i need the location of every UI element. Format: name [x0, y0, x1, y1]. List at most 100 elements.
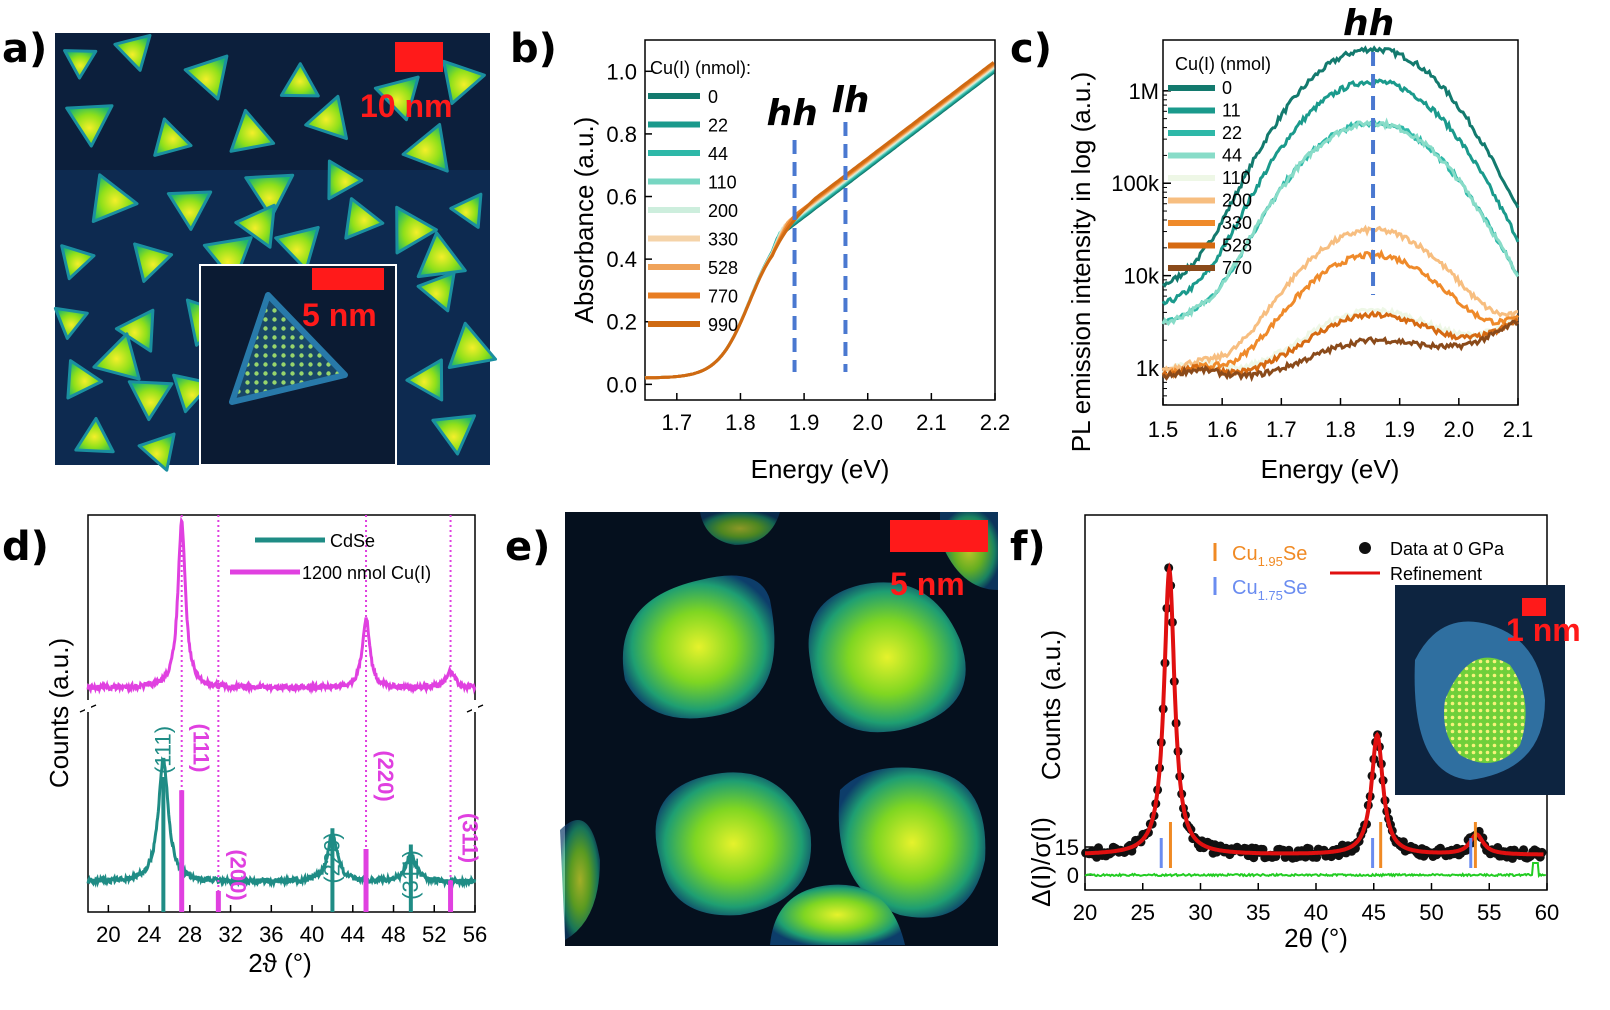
x-tick-label-b: 2.2 — [980, 410, 1011, 435]
x-tick-label-d: 32 — [218, 922, 242, 947]
ylabel-d: Counts (a.u.) — [44, 638, 74, 788]
legend-label-cdse: CdSe — [330, 531, 375, 551]
hkl-label-cu: (220) — [373, 750, 398, 801]
hkl-label-cu: (200) — [225, 849, 250, 900]
nanocrystal-triangle — [244, 173, 295, 219]
y-tick-label-c: 100k — [1111, 171, 1160, 196]
chart-f-content: 20 25 30 35 40 45 50 55 60015Cu1.95SeCu1.75SeDat… — [1055, 539, 1560, 925]
panel-a-label: a) — [2, 26, 47, 72]
legend-label-c: 770 — [1222, 258, 1252, 278]
panel-f-label: f) — [1010, 524, 1046, 570]
ylabel-b: Absorbance (a.u.) — [569, 117, 599, 324]
plot-frame-b — [644, 39, 996, 401]
legend-label-c: 330 — [1222, 213, 1252, 233]
nanocrystal-triangle — [65, 104, 114, 148]
y-tick-label-f: 15 — [1055, 835, 1079, 860]
nanocrystal-triangle — [431, 414, 476, 456]
x-tick-label-f: 30 — [1188, 900, 1212, 925]
chart-b-content: 1.7 1.8 1.9 2.0 2.1 2.2 0.0 0.2 0.4 0.6 0.8 1.0 hh lh… — [606, 59, 1010, 435]
x-tick-label-f: 50 — [1419, 900, 1443, 925]
legend-label-b: 22 — [708, 116, 728, 136]
ylabel-c: PL emission intensity in log (a.u.) — [1066, 72, 1096, 453]
plot-frame-c — [1162, 39, 1519, 406]
phase-suffix: Se — [1283, 577, 1307, 599]
annotation-c: hh — [1343, 3, 1394, 44]
nanocrystal-triangle — [234, 203, 276, 249]
phase-element: Cu — [1232, 577, 1258, 599]
nanocrystal-triangle — [229, 108, 276, 153]
nanocrystal-triangle — [137, 432, 176, 472]
panel-d-label: d) — [2, 524, 49, 570]
nanocrystal-triangle — [447, 321, 497, 369]
y-tick-label-f: 0 — [1067, 863, 1079, 888]
y-tick-label-c: 1k — [1136, 356, 1160, 381]
y-tick-label-c: 10k — [1124, 264, 1160, 289]
data-point-f — [1312, 852, 1322, 862]
x-tick-label-f: 20 — [1073, 900, 1097, 925]
legend-label-phase: Cu1.75Se — [1232, 577, 1307, 603]
nanocrystal-triangle — [153, 117, 193, 157]
nanocrystal-triangle — [127, 380, 174, 422]
hkl-label-cdse: (111) — [150, 726, 175, 774]
series-line-b — [644, 69, 995, 380]
nanocrystal-triangle — [416, 271, 456, 313]
legend-swatch-data — [1359, 542, 1371, 554]
nanocrystal-triangle — [274, 225, 320, 271]
x-tick-label-c: 1.8 — [1325, 417, 1356, 442]
nanocrystal-triangle — [183, 54, 229, 101]
nanocrystal-triangle — [416, 231, 467, 279]
series-line-c — [1161, 78, 1520, 306]
nanocrystal-triangle — [113, 33, 152, 72]
x-tick-label-b: 1.7 — [662, 410, 693, 435]
axis-break-gap-d — [85, 700, 91, 712]
x-tick-label-d: 52 — [422, 922, 446, 947]
refinement-line-f — [1085, 561, 1544, 857]
nanocrystal-triangle — [166, 190, 213, 231]
x-tick-label-f: 35 — [1246, 900, 1270, 925]
series-line-b — [644, 71, 995, 380]
legend-label-b: 200 — [708, 201, 738, 221]
nanocrystal-triangle — [327, 159, 364, 201]
x-tick-label-b: 1.8 — [725, 410, 756, 435]
panel-a: a) 5 nm 10 nm — [2, 26, 497, 472]
y-tick-label-b: 0.6 — [606, 185, 637, 210]
nanocrystal-triangle — [344, 197, 385, 240]
nanocrystal-triangle — [92, 332, 141, 381]
xlabel-c: Energy (eV) — [1261, 454, 1400, 484]
x-tick-label-b: 1.9 — [789, 410, 820, 435]
phase-element: Cu — [1232, 543, 1258, 565]
nanocrystal-triangle — [91, 173, 139, 223]
ylabel2-f: Δ(I)/σ(I) — [1026, 817, 1056, 907]
phase-suffix: Se — [1283, 543, 1307, 565]
x-tick-label-c: 1.6 — [1207, 417, 1238, 442]
data-point-f — [1249, 853, 1259, 863]
phase-subscript: 1.95 — [1258, 554, 1283, 569]
legend-label-b: 990 — [708, 315, 738, 335]
legend-label-b: 528 — [708, 258, 738, 278]
series-line-c — [1161, 319, 1520, 383]
series-line-b — [644, 68, 995, 380]
nanocrystal-triangle — [53, 306, 89, 340]
legend-label-c: 0 — [1222, 78, 1232, 98]
chart-d-content: 20 24 28 32 36 40 44 48 52 56 (111) (220) (311) (111)… — [79, 515, 487, 947]
scale-label-a: 10 nm — [360, 88, 452, 124]
inset-scale-label-f: 1 nm — [1506, 612, 1581, 648]
y-tick-label-b: 0.8 — [606, 122, 637, 147]
y-tick-label-b: 1.0 — [606, 59, 637, 84]
x-tick-label-c: 1.7 — [1266, 417, 1297, 442]
legend-label-b: 0 — [708, 87, 718, 107]
panel-b-label: b) — [510, 26, 557, 72]
legend-label-cu: 1200 nmol Cu(I) — [302, 563, 431, 583]
legend-label-data: Data at 0 GPa — [1390, 539, 1505, 559]
nanocrystal-triangle — [442, 59, 486, 105]
xlabel-d: 2ϑ (°) — [248, 948, 312, 978]
x-tick-label-c: 1.5 — [1148, 417, 1179, 442]
difference-line-f — [1084, 862, 1546, 879]
x-tick-label-f: 60 — [1535, 900, 1559, 925]
plot-frame-d — [87, 514, 476, 913]
legend-label-b: 44 — [708, 144, 728, 164]
scale-label-e: 5 nm — [890, 566, 965, 602]
series-line-cu — [86, 516, 477, 695]
legend-title-b: Cu(I) (nmol): — [650, 58, 751, 78]
